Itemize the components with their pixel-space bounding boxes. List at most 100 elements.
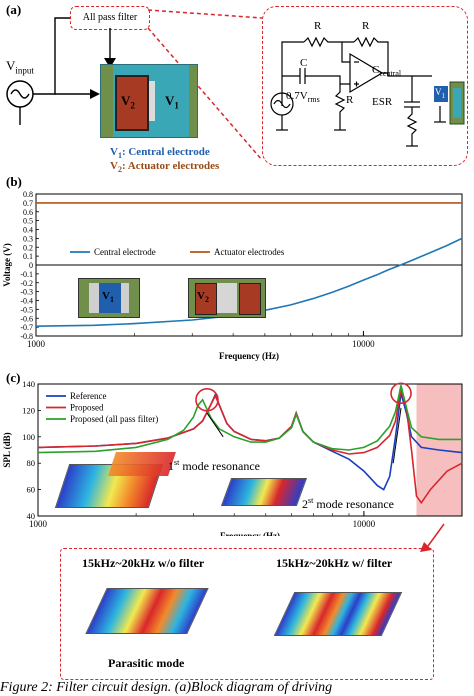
y-tick-label: 80: [27, 458, 36, 468]
inset-v1-sub: 1: [109, 295, 114, 305]
mode1-rest: mode resonance: [179, 459, 260, 473]
y-tick-label: 0.7: [23, 199, 33, 208]
peak-highlight-circle-2: [390, 382, 412, 405]
legend-label-0: Central electrode: [94, 247, 156, 257]
y-tick-label: 120: [22, 405, 35, 415]
legend-v2-main: V: [110, 160, 118, 172]
inset-v1-label: V1: [102, 290, 114, 304]
peak-highlight-circle: [195, 388, 219, 412]
legend-label-2: Proposed (all pass filter): [70, 414, 158, 424]
inset-central-device: V1: [78, 278, 140, 318]
inset-v2-label: V2: [197, 290, 209, 304]
legend-v2-sub: 2: [117, 165, 122, 175]
legend-label-1: Actuator electrodes: [214, 247, 285, 257]
c-central-sub: central: [379, 69, 402, 79]
circuit-v1-main: V: [435, 87, 442, 97]
mode2-pointer: [392, 407, 402, 464]
y-tick-label: 100: [22, 432, 35, 442]
voltage-chart: -0.8-0.7-0.6-0.5-0.4-0.3-0.2-0.100.10.20…: [2, 190, 463, 361]
panel-b-label: (b): [6, 174, 22, 189]
x-axis-label: Frequency (Hz): [219, 351, 279, 361]
legend-actuator-electrodes: V2: Actuator electrodes: [110, 160, 219, 174]
v1-sub: 1: [174, 100, 179, 111]
legend-v2-text: : Actuator electrodes: [121, 160, 220, 172]
w-filter-shape: [273, 592, 403, 636]
mode2-shape-image: [220, 478, 308, 506]
y-tick-label: -0.7: [20, 323, 33, 332]
mode2-label: 2st mode resonance: [302, 496, 394, 512]
circuit-r-top-left: R: [314, 20, 322, 32]
circuit-v1-sub: 1: [441, 91, 446, 100]
parasitic-mode-label: Parasitic mode: [108, 656, 185, 670]
plot-frame: [37, 383, 463, 517]
y-tick-label: 60: [27, 485, 36, 495]
inset-actuator-center: [217, 283, 237, 313]
circuit-r-bottom: R: [346, 94, 354, 106]
circuit-box: [262, 6, 468, 166]
mems-device: V2 V1: [100, 64, 198, 138]
inset-actuator-right: [239, 283, 261, 315]
circuit-c-central: Ccentral: [372, 64, 401, 78]
mode2-rest: mode resonance: [313, 497, 394, 511]
x-tick-label: 10000: [353, 519, 376, 529]
y-tick-label: 40: [27, 511, 36, 521]
y-tick-label: -0.2: [20, 279, 33, 288]
spl-chart: 40 60 80 100 120 140 1000 10000 Frequency (Hz) SP…: [2, 379, 463, 536]
legend-v1-text: : Central electrode: [121, 146, 210, 158]
y-tick-label: 140: [22, 379, 35, 389]
v2-device-label: V2: [121, 93, 135, 111]
circuit-c-label: C: [300, 57, 308, 69]
mode2-sup: st: [308, 496, 314, 505]
x-tick-label: 1000: [27, 339, 46, 349]
device-frame-green: [101, 65, 113, 137]
callout-arrow: [420, 523, 445, 552]
y-tick-label: 0.6: [23, 208, 33, 217]
x-tick-label: 10000: [352, 339, 375, 349]
inset-v2-main: V: [197, 290, 205, 302]
panel-a-wiring: [6, 9, 263, 161]
v2-main: V: [121, 93, 131, 108]
y-tick-label: -0.3: [20, 288, 33, 297]
legend-v1-main: V: [110, 146, 118, 158]
y-axis-label: Voltage (V): [2, 243, 12, 286]
v-input-main: V: [6, 58, 16, 73]
circuit-esr: ESR: [372, 96, 393, 108]
legend-label-1: Proposed: [70, 403, 104, 413]
y-tick-label: 0: [29, 261, 33, 270]
y-tick-label: -0.6: [20, 314, 33, 323]
panel-c-label: (c): [6, 370, 21, 385]
inset-v2-sub: 2: [204, 295, 209, 305]
source-main: 0.7V: [286, 90, 308, 102]
y-tick-label: -0.1: [20, 270, 33, 279]
device-frame-green-right: [189, 65, 197, 137]
actuator-electrode: [115, 75, 149, 131]
y-tick-label: 0.3: [23, 234, 33, 243]
mode1-label: 1st mode resonance: [168, 458, 260, 474]
v1-device-label: V1: [165, 93, 179, 111]
series-line-0: [35, 237, 463, 327]
mode1-num: 1: [168, 459, 174, 473]
y-axis-label: SPL (dB): [2, 432, 12, 467]
device-gap: [149, 81, 155, 121]
x-tick-label: 1000: [29, 519, 48, 529]
v1-main: V: [165, 93, 175, 108]
c-central-main: C: [372, 64, 380, 76]
circuit-source-label: 0.7Vrms: [286, 90, 320, 104]
inset-v1-main: V: [102, 290, 110, 302]
circuit-r-top-right: R: [362, 20, 370, 32]
legend-central-electrode: V1: Central electrode: [110, 146, 210, 160]
y-tick-label: 0.1: [23, 252, 33, 261]
legend-label-0: Reference: [70, 391, 106, 401]
y-tick-label: 0.8: [23, 190, 33, 199]
mode1-shape-image-2: [108, 452, 176, 476]
y-tick-label: 0.5: [23, 217, 33, 226]
series-line-2: [37, 385, 462, 454]
v-input-sub: input: [15, 65, 34, 76]
mode-comparison-box: [60, 548, 434, 680]
legend-v1-sub: 1: [117, 151, 122, 161]
wo-filter-shape: [85, 588, 209, 634]
mode2-num: 2: [302, 497, 308, 511]
mode1-sup: st: [174, 458, 180, 467]
inset-central-blue: [99, 283, 121, 313]
v2-sub: 2: [130, 100, 135, 111]
